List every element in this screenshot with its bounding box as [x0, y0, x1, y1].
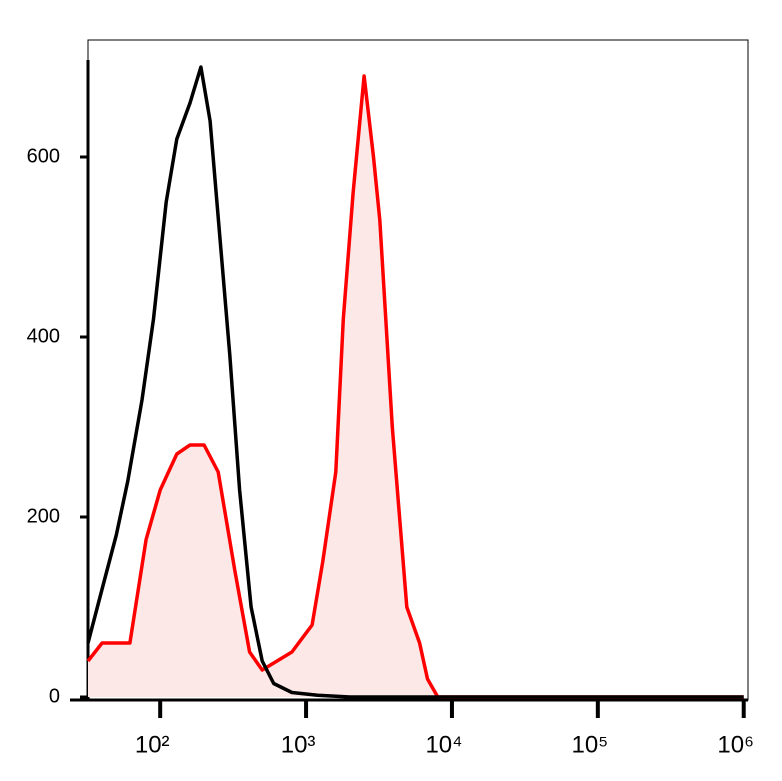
- y-tick-label: 200: [27, 505, 60, 527]
- x-tick-label: 10²: [135, 731, 170, 758]
- x-tick-label: 10⁴: [425, 731, 462, 758]
- x-tick-label: 10³: [281, 731, 316, 758]
- y-tick-label: 0: [49, 685, 60, 707]
- x-tick-label: 10⁶: [717, 731, 754, 758]
- y-tick-label: 600: [27, 145, 60, 167]
- y-tick-label: 400: [27, 325, 60, 347]
- x-tick-label: 10⁵: [572, 731, 609, 758]
- area: [88, 76, 744, 697]
- line: [86, 65, 744, 699]
- line: [86, 74, 744, 699]
